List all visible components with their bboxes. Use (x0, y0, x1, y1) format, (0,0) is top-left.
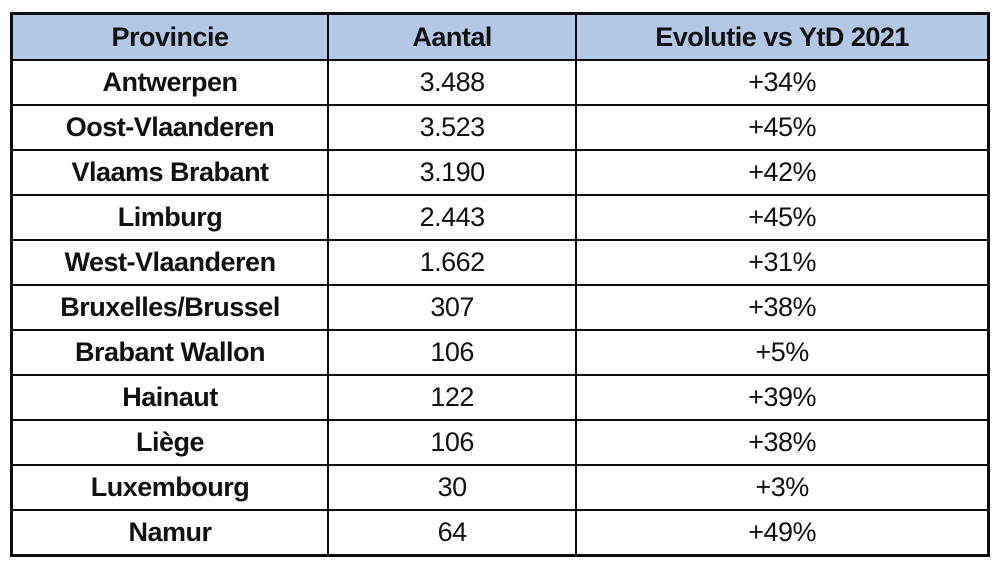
province-cell: Bruxelles/Brussel (10, 284, 330, 331)
evolution-cell: +49% (575, 509, 990, 557)
aantal-cell: 106 (327, 329, 578, 376)
aantal-cell: 3.523 (327, 104, 578, 151)
table-row: Namur 64 +49% (10, 509, 990, 557)
column-header-provincie: Provincie (10, 12, 330, 61)
table-row: Oost-Vlaanderen 3.523 +45% (10, 104, 990, 151)
evolution-cell: +38% (575, 419, 990, 466)
aantal-cell: 3.488 (327, 59, 578, 106)
evolution-cell: +45% (575, 194, 990, 241)
table-row: Hainaut 122 +39% (10, 374, 990, 421)
evolution-cell: +38% (575, 284, 990, 331)
table-row: Antwerpen 3.488 +34% (10, 59, 990, 106)
aantal-cell: 64 (327, 509, 578, 557)
evolution-cell: +39% (575, 374, 990, 421)
province-cell: Hainaut (10, 374, 330, 421)
table-row: Bruxelles/Brussel 307 +38% (10, 284, 990, 331)
table-row: Vlaams Brabant 3.190 +42% (10, 149, 990, 196)
aantal-cell: 106 (327, 419, 578, 466)
aantal-cell: 30 (327, 464, 578, 511)
province-cell: Namur (10, 509, 330, 557)
aantal-cell: 122 (327, 374, 578, 421)
table-header-row: Provincie Aantal Evolutie vs YtD 2021 (10, 12, 990, 61)
table-row: Luxembourg 30 +3% (10, 464, 990, 511)
province-cell: Vlaams Brabant (10, 149, 330, 196)
aantal-cell: 1.662 (327, 239, 578, 286)
aantal-cell: 307 (327, 284, 578, 331)
province-statistics-table-container: Provincie Aantal Evolutie vs YtD 2021 An… (10, 12, 990, 557)
column-header-evolutie: Evolutie vs YtD 2021 (575, 12, 990, 61)
aantal-cell: 2.443 (327, 194, 578, 241)
table-row: West-Vlaanderen 1.662 +31% (10, 239, 990, 286)
province-cell: Liège (10, 419, 330, 466)
evolution-cell: +3% (575, 464, 990, 511)
aantal-cell: 3.190 (327, 149, 578, 196)
province-cell: West-Vlaanderen (10, 239, 330, 286)
evolution-cell: +34% (575, 59, 990, 106)
table-row: Liège 106 +38% (10, 419, 990, 466)
province-cell: Luxembourg (10, 464, 330, 511)
province-statistics-table: Provincie Aantal Evolutie vs YtD 2021 An… (10, 12, 990, 557)
province-cell: Limburg (10, 194, 330, 241)
province-cell: Antwerpen (10, 59, 330, 106)
evolution-cell: +42% (575, 149, 990, 196)
table-row: Brabant Wallon 106 +5% (10, 329, 990, 376)
province-cell: Brabant Wallon (10, 329, 330, 376)
table-row: Limburg 2.443 +45% (10, 194, 990, 241)
column-header-aantal: Aantal (327, 12, 578, 61)
evolution-cell: +31% (575, 239, 990, 286)
evolution-cell: +5% (575, 329, 990, 376)
evolution-cell: +45% (575, 104, 990, 151)
province-cell: Oost-Vlaanderen (10, 104, 330, 151)
